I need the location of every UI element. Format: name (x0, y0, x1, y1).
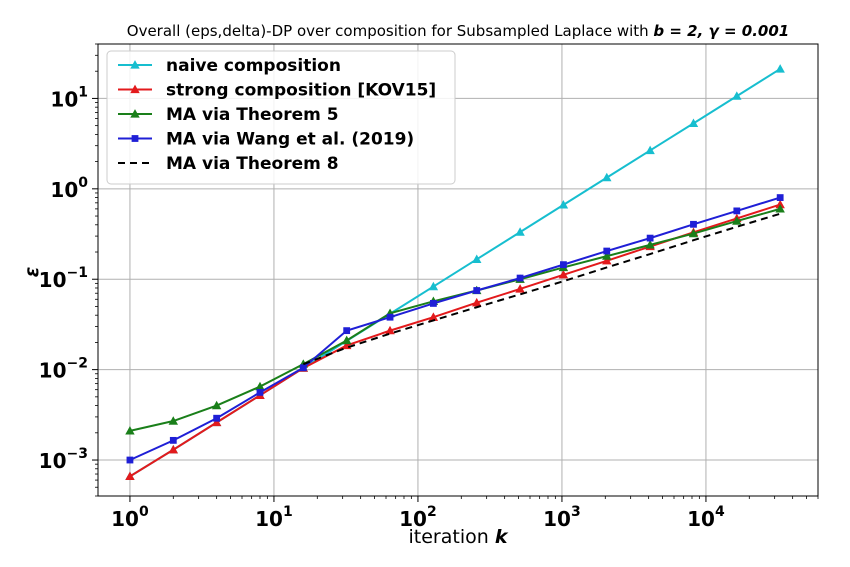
data-point (732, 91, 742, 100)
data-point (472, 254, 482, 263)
legend-entries: naive composition strong composition [KOV… (118, 56, 436, 174)
series-layer (125, 64, 785, 480)
data-point (515, 227, 525, 236)
legend-box (106, 50, 456, 185)
legend-marker (130, 84, 140, 94)
x-tick-label: 100 (111, 504, 149, 531)
series-line (302, 212, 781, 366)
data-point (775, 64, 785, 73)
data-point (646, 234, 654, 242)
data-point (341, 335, 352, 345)
data-point (125, 471, 135, 480)
series-line (129, 203, 781, 478)
legend-label: MA via Theorem 5 (166, 105, 339, 125)
data-point (776, 194, 784, 201)
legend-marker (130, 109, 140, 118)
data-point (428, 281, 439, 291)
series-2 (125, 204, 785, 435)
legend-label: MA via Wang et al. (2019) (166, 130, 414, 150)
data-point (602, 251, 612, 260)
legend-entry: MA via Theorem 8 (118, 154, 339, 174)
data-point (603, 247, 611, 255)
data-point (688, 118, 699, 128)
x-tick-label: 104 (687, 504, 725, 531)
data-point (732, 216, 742, 225)
y-tick-label: 101 (50, 84, 88, 111)
series-line (129, 196, 781, 461)
data-point (125, 426, 135, 435)
data-point (211, 417, 222, 427)
data-point (558, 269, 569, 279)
legend-entry: MA via Wang et al. (2019) (118, 130, 414, 150)
data-point (126, 456, 134, 464)
data-point (299, 364, 307, 372)
data-point (472, 297, 482, 307)
data-point (690, 220, 697, 228)
legend: naive composition strong composition [KOV… (106, 50, 456, 185)
data-point (516, 274, 524, 282)
x-tick-label: 103 (543, 504, 581, 531)
legend-entry: MA via Theorem 5 (118, 105, 339, 125)
data-point (733, 207, 741, 215)
chart-title: Overall (eps,delta)-DP over composition … (127, 22, 789, 40)
data-point (688, 228, 699, 238)
data-point (169, 436, 177, 444)
data-point (775, 204, 785, 213)
data-point (645, 240, 655, 249)
data-point (602, 172, 612, 182)
data-point (560, 261, 567, 269)
data-point (385, 325, 395, 335)
series-line (129, 207, 781, 432)
data-point (473, 287, 481, 294)
legend-entry: strong composition [KOV15] (118, 81, 436, 101)
x-tick-label: 102 (399, 504, 437, 531)
tick-labels: 100 101 102 103 104 10−3 10−2 10−1 100 101 (39, 43, 819, 531)
x-axis-label-var: k (495, 526, 509, 548)
series-4 (302, 212, 781, 366)
y-tick-label: 10−2 (39, 356, 88, 383)
y-axis-label: ε (21, 267, 43, 278)
data-point (602, 255, 612, 265)
y-tick-label: 10−3 (39, 446, 88, 473)
data-point (168, 444, 179, 454)
plot-frame (97, 43, 819, 497)
data-point (645, 145, 655, 155)
data-point (211, 400, 222, 410)
chart-title-main: Overall (eps,delta)-DP over composition … (127, 22, 654, 40)
data-point (515, 284, 525, 293)
legend-label: naive composition (166, 56, 341, 76)
legend-label: strong composition [KOV15] (166, 81, 436, 101)
x-axis-label: iteration k (409, 526, 509, 548)
data-point (343, 327, 351, 335)
data-point (168, 416, 179, 425)
data-point (429, 300, 437, 307)
legend-entry: naive composition (118, 56, 341, 76)
data-point (386, 313, 394, 321)
data-point (558, 200, 569, 209)
legend-label: MA via Theorem 8 (166, 154, 339, 174)
chart-title-params: b = 2, γ = 0.001 (653, 22, 789, 40)
series-3 (126, 194, 784, 464)
data-point (256, 388, 264, 396)
x-axis-label-text: iteration (409, 526, 495, 548)
data-point (213, 414, 221, 422)
x-tick-label: 101 (255, 504, 293, 531)
y-tick-label: 100 (50, 175, 88, 202)
legend-marker (130, 60, 140, 69)
legend-marker (131, 135, 139, 142)
y-tick-label: 10−1 (39, 265, 88, 292)
